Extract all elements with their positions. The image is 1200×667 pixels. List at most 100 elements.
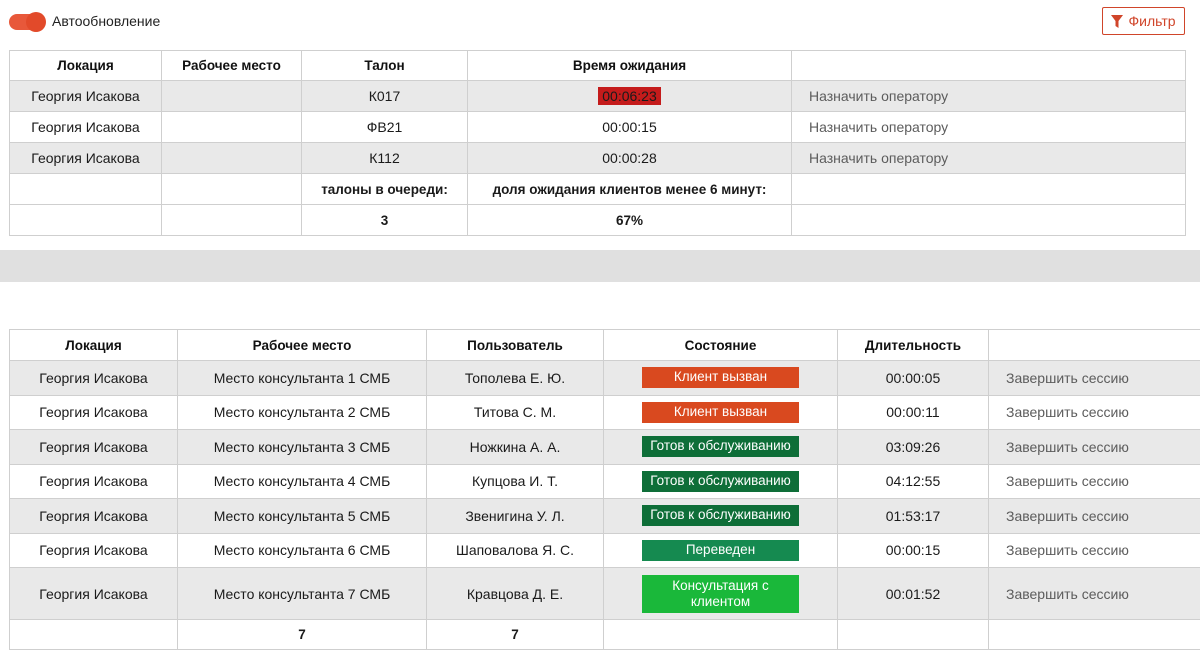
location-cell: Георгия Исакова — [9, 567, 178, 620]
location-cell: Георгия Исакова — [9, 463, 178, 499]
column-header: Талон — [301, 50, 468, 81]
table-row: Георгия Исакова Место консультанта 4 СМБ… — [9, 463, 1200, 499]
state-cell: Переведен — [603, 532, 838, 568]
column-header: Локация — [9, 50, 162, 81]
state-badge: Готов к обслуживанию — [642, 436, 799, 458]
top-bar: Автообновление Фильтр — [0, 0, 1200, 44]
section-divider — [0, 250, 1200, 282]
summary-label-row: талоны в очереди: доля ожидания клиентов… — [9, 173, 1186, 205]
column-header — [791, 50, 1186, 81]
assign-operator-link[interactable]: Назначить оператору — [791, 111, 1186, 143]
column-header: Состояние — [603, 329, 838, 361]
state-cell: Готов к обслуживанию — [603, 463, 838, 499]
workplace-cell — [161, 80, 302, 112]
column-header: Рабочее место — [161, 50, 302, 81]
state-cell: Консультация с клиентом — [603, 567, 838, 620]
workplace-cell: Место консультанта 3 СМБ — [177, 429, 427, 465]
autorefresh-label: Автообновление — [52, 13, 161, 29]
state-cell: Готов к обслуживанию — [603, 498, 838, 534]
tickets-in-queue-label: талоны в очереди: — [301, 173, 468, 205]
end-session-link[interactable]: Завершить сессию — [988, 429, 1200, 465]
wait-time-cell: 00:06:23 — [467, 80, 792, 112]
ticket-cell: ФВ21 — [301, 111, 468, 143]
ticket-cell: К017 — [301, 80, 468, 112]
column-header: Локация — [9, 329, 178, 361]
column-header: Рабочее место — [177, 329, 427, 361]
filter-button-label: Фильтр — [1128, 13, 1176, 29]
location-cell: Георгия Исакова — [9, 429, 178, 465]
table-row: Георгия Исакова Место консультанта 7 СМБ… — [9, 567, 1200, 620]
location-cell: Георгия Исакова — [9, 360, 178, 396]
table-row: Георгия Исакова Место консультанта 5 СМБ… — [9, 498, 1200, 534]
sessions-header-row: Локация Рабочее место Пользователь Состо… — [9, 329, 1200, 361]
ticket-cell: К112 — [301, 142, 468, 174]
state-badge: Клиент вызван — [642, 367, 799, 389]
table-row: Георгия Исакова Место консультанта 2 СМБ… — [9, 394, 1200, 430]
end-session-link[interactable]: Завершить сессию — [988, 532, 1200, 568]
user-cell: Звенигина У. Л. — [426, 498, 604, 534]
workplace-cell: Место консультанта 5 СМБ — [177, 498, 427, 534]
table-row: Георгия Исакова К017 00:06:23 Назначить … — [9, 80, 1186, 112]
workplaces-total: 7 — [177, 619, 427, 650]
table-row: Георгия Исакова Место консультанта 6 СМБ… — [9, 532, 1200, 568]
state-cell: Клиент вызван — [603, 394, 838, 430]
state-badge: Консультация с клиентом — [642, 574, 799, 613]
share-under-6-value: 67% — [467, 204, 792, 236]
totals-row: 7 7 — [9, 619, 1200, 650]
end-session-link[interactable]: Завершить сессию — [988, 498, 1200, 534]
column-header — [988, 329, 1200, 361]
duration-cell: 03:09:26 — [837, 429, 989, 465]
column-header: Длительность — [837, 329, 989, 361]
user-cell: Кравцова Д. Е. — [426, 567, 604, 620]
table-row: Георгия Исакова Место консультанта 3 СМБ… — [9, 429, 1200, 465]
workplace-cell: Место консультанта 7 СМБ — [177, 567, 427, 620]
duration-cell: 01:53:17 — [837, 498, 989, 534]
filter-funnel-icon — [1111, 14, 1124, 28]
user-cell: Купцова И. Т. — [426, 463, 604, 499]
autorefresh-toggle[interactable] — [9, 12, 46, 32]
location-cell: Георгия Исакова — [9, 142, 162, 174]
duration-cell: 00:00:05 — [837, 360, 989, 396]
summary-value-row: 3 67% — [9, 204, 1186, 236]
location-cell: Георгия Исакова — [9, 532, 178, 568]
duration-cell: 00:00:11 — [837, 394, 989, 430]
state-cell: Готов к обслуживанию — [603, 429, 838, 465]
end-session-link[interactable]: Завершить сессию — [988, 567, 1200, 620]
column-header: Пользователь — [426, 329, 604, 361]
user-cell: Тополева Е. Ю. — [426, 360, 604, 396]
workplace-cell: Место консультанта 6 СМБ — [177, 532, 427, 568]
state-cell: Клиент вызван — [603, 360, 838, 396]
wait-time-exceeded: 00:06:23 — [598, 87, 661, 105]
user-cell: Титова С. М. — [426, 394, 604, 430]
user-cell: Ножкина А. А. — [426, 429, 604, 465]
state-badge: Переведен — [642, 539, 799, 561]
sessions-table: Локация Рабочее место Пользователь Состо… — [9, 329, 1200, 650]
workplace-cell: Место консультанта 4 СМБ — [177, 463, 427, 499]
share-under-6-label: доля ожидания клиентов менее 6 минут: — [467, 173, 792, 205]
state-badge: Готов к обслуживанию — [642, 505, 799, 527]
table-row: Георгия Исакова ФВ21 00:00:15 Назначить … — [9, 111, 1186, 143]
users-total: 7 — [426, 619, 604, 650]
column-header: Время ожидания — [467, 50, 792, 81]
end-session-link[interactable]: Завершить сессию — [988, 463, 1200, 499]
state-badge: Клиент вызван — [642, 401, 799, 423]
table-row: Георгия Исакова Место консультанта 1 СМБ… — [9, 360, 1200, 396]
state-badge: Готов к обслуживанию — [642, 470, 799, 492]
table-row: Георгия Исакова К112 00:00:28 Назначить … — [9, 142, 1186, 174]
location-cell: Георгия Исакова — [9, 80, 162, 112]
location-cell: Георгия Исакова — [9, 498, 178, 534]
location-cell: Георгия Исакова — [9, 111, 162, 143]
tickets-in-queue-value: 3 — [301, 204, 468, 236]
workplace-cell — [161, 111, 302, 143]
toggle-knob — [26, 12, 46, 32]
end-session-link[interactable]: Завершить сессию — [988, 394, 1200, 430]
workplace-cell: Место консультанта 2 СМБ — [177, 394, 427, 430]
end-session-link[interactable]: Завершить сессию — [988, 360, 1200, 396]
filter-button[interactable]: Фильтр — [1102, 7, 1185, 35]
assign-operator-link[interactable]: Назначить оператору — [791, 142, 1186, 174]
duration-cell: 04:12:55 — [837, 463, 989, 499]
assign-operator-link[interactable]: Назначить оператору — [791, 80, 1186, 112]
location-cell: Георгия Исакова — [9, 394, 178, 430]
workplace-cell: Место консультанта 1 СМБ — [177, 360, 427, 396]
queue-table: Локация Рабочее место Талон Время ожидан… — [9, 50, 1186, 236]
